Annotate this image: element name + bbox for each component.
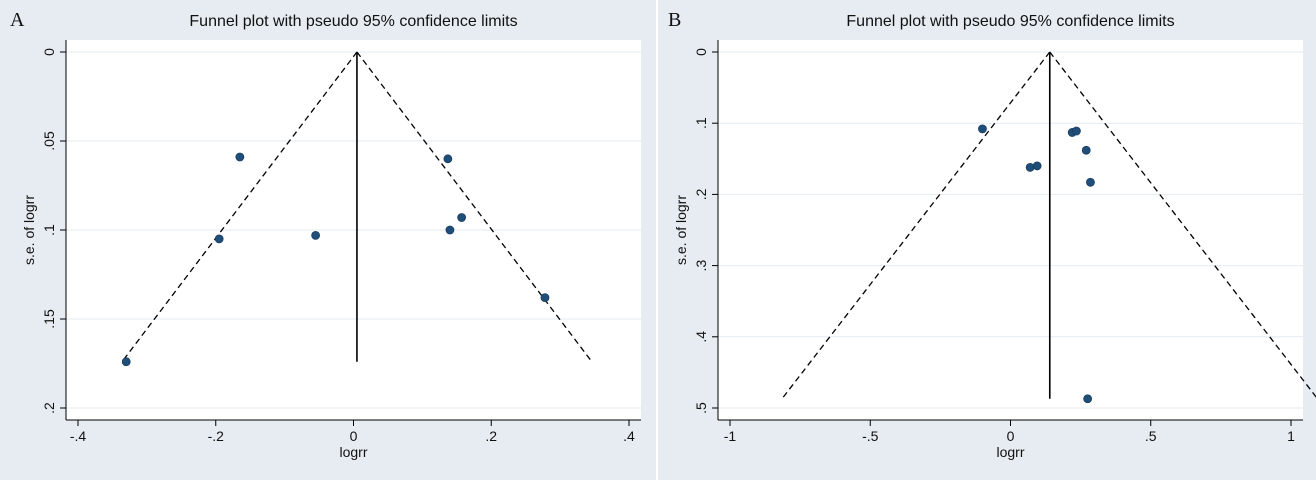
funnel-panel-b: 0 .1 .2 .3 .4 .5 -1 -.5 0 .5 1 Funnel plot with pse… xyxy=(658,0,1316,480)
lower-confidence-limit xyxy=(781,51,1051,400)
y-tick-label: 0 xyxy=(41,48,57,56)
x-tick-label: .2 xyxy=(485,428,497,444)
study-point xyxy=(1081,145,1091,155)
chart-title: Funnel plot with pseudo 95% confidence l… xyxy=(846,13,1174,30)
lower-confidence-limit xyxy=(121,51,358,363)
study-point xyxy=(1083,394,1093,404)
study-point xyxy=(1025,162,1035,172)
y-tick-label: .3 xyxy=(693,260,709,272)
funnel-panel-a: 0 .05 .1 .15 .2 -.4 -.2 0 .2 .4 Funnel plot with p… xyxy=(0,0,656,480)
panel-label: A xyxy=(10,9,25,31)
study-point xyxy=(540,293,550,303)
study-point xyxy=(214,234,224,244)
study-point xyxy=(121,357,131,367)
y-tick-label: 0 xyxy=(693,48,709,56)
x-tick-label: -1 xyxy=(724,428,737,444)
upper-confidence-limit xyxy=(1049,51,1316,398)
y-tick-label: .4 xyxy=(693,331,709,343)
x-tick-label: 0 xyxy=(1007,428,1015,444)
panel-label: B xyxy=(668,9,681,31)
y-tick-label: .2 xyxy=(693,188,709,200)
study-point xyxy=(978,124,987,134)
x-tick-label: -.5 xyxy=(862,428,879,444)
x-axis-label: logrr xyxy=(339,444,367,460)
study-point xyxy=(311,230,321,240)
x-tick-label: 1 xyxy=(1287,428,1295,444)
x-tick-label: -.4 xyxy=(70,428,87,444)
study-point xyxy=(457,213,467,222)
upper-confidence-limit xyxy=(356,51,593,363)
chart-title: Funnel plot with pseudo 95% confidence l… xyxy=(189,13,517,30)
study-point xyxy=(445,225,455,235)
y-tick-label: .1 xyxy=(693,117,709,129)
y-tick-label: .2 xyxy=(41,402,57,414)
x-tick-label: .4 xyxy=(623,428,635,444)
study-point xyxy=(1086,177,1095,187)
x-axis-label: logrr xyxy=(996,444,1024,460)
y-axis-label: s.e. of logrr xyxy=(673,195,689,265)
y-tick-label: .5 xyxy=(693,402,709,414)
study-point xyxy=(235,152,245,162)
y-tick-label: .15 xyxy=(41,309,57,329)
y-tick-label: .1 xyxy=(41,224,57,236)
funnel-plot-b: 0 .1 .2 .3 .4 .5 -1 -.5 0 .5 1 Funnel plot with pse… xyxy=(658,0,1316,480)
x-tick-label: 0 xyxy=(350,428,358,444)
x-tick-label: .5 xyxy=(1145,428,1157,444)
funnel-plot-a: 0 .05 .1 .15 .2 -.4 -.2 0 .2 .4 Funnel plot with p… xyxy=(0,0,656,480)
y-axis-label: s.e. of logrr xyxy=(21,195,37,265)
study-point xyxy=(1072,126,1081,136)
plot-area xyxy=(718,40,1303,420)
study-point xyxy=(443,154,453,164)
x-tick-label: -.2 xyxy=(208,428,225,444)
y-tick-label: .05 xyxy=(41,131,57,151)
study-point xyxy=(1032,161,1042,171)
